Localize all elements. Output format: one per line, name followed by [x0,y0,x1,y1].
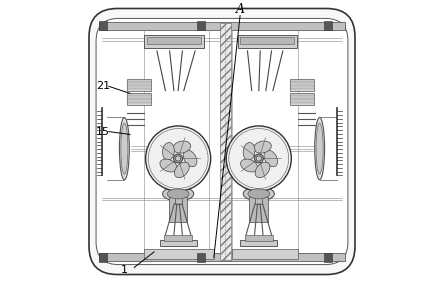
Ellipse shape [255,162,270,178]
Ellipse shape [167,189,189,199]
FancyBboxPatch shape [89,8,355,275]
Bar [144,249,214,259]
Ellipse shape [264,150,278,167]
Circle shape [146,126,211,191]
Ellipse shape [316,123,323,174]
Bar [240,240,277,246]
Ellipse shape [183,150,197,167]
Bar [197,21,205,30]
Ellipse shape [173,141,190,153]
Ellipse shape [254,141,271,153]
Ellipse shape [241,159,258,172]
Bar [290,79,314,91]
Circle shape [174,154,182,163]
Bar [324,253,333,262]
Ellipse shape [163,187,194,201]
Ellipse shape [248,189,270,199]
Bar [240,37,294,44]
Bar [250,198,268,222]
Ellipse shape [315,117,325,180]
Text: 21: 21 [96,81,110,91]
FancyBboxPatch shape [96,18,348,265]
Ellipse shape [121,123,128,174]
Circle shape [254,154,263,163]
Bar [220,23,231,260]
Circle shape [256,156,262,161]
Bar [99,253,345,261]
Bar [127,79,151,91]
Ellipse shape [243,143,255,160]
Bar [175,197,182,204]
Bar [144,35,204,48]
Bar [127,93,151,105]
Bar [160,240,197,246]
Circle shape [175,156,181,161]
Text: 1: 1 [121,265,128,275]
Bar [99,22,345,30]
Bar [232,249,298,259]
Bar [197,253,205,262]
Bar [164,235,192,241]
Ellipse shape [243,187,274,201]
Ellipse shape [163,143,174,160]
Bar [255,197,262,204]
Bar [324,21,333,30]
Bar [169,198,187,222]
Bar [290,93,314,105]
Ellipse shape [119,117,129,180]
Bar [99,253,107,262]
Bar [99,21,107,30]
Bar [245,235,273,241]
Text: 15: 15 [96,127,110,137]
Ellipse shape [160,159,177,172]
Ellipse shape [174,162,189,178]
Bar [147,37,201,44]
Bar [238,35,297,48]
Text: A: A [236,3,245,16]
Circle shape [226,126,291,191]
